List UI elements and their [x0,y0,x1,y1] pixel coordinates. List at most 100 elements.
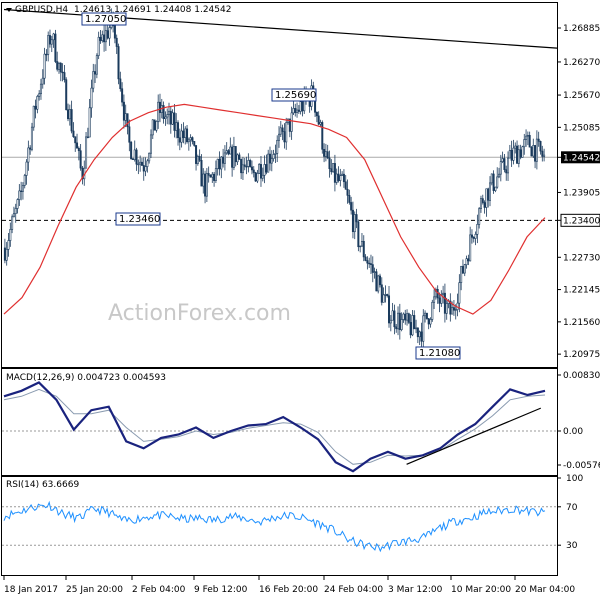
candle [492,170,495,194]
candle [463,263,466,277]
price-point-label: 1.21080 [415,346,461,360]
candle [27,140,30,171]
candle [344,174,347,190]
candle [279,120,282,138]
candle [72,122,75,138]
candle [481,194,484,205]
candle [494,186,497,193]
candle [449,293,452,322]
candle [7,233,10,257]
candle [3,238,6,264]
candle [256,169,259,184]
candle [121,82,124,107]
candle [229,137,232,155]
candle [377,274,380,294]
candle [525,129,528,147]
candle [353,211,356,240]
candle [211,171,214,183]
price-tick-label: 1.20975 [563,350,600,360]
candle [416,327,419,344]
candle [368,257,371,268]
candle [16,198,19,214]
candle [166,108,169,125]
price-point-label: 1.27050 [81,12,127,26]
rsi-title: RSI(14) 63.6669 [6,480,79,490]
candle [476,214,479,244]
support-price-label: 1.23400 [563,216,600,226]
candle [431,299,434,322]
candle [411,309,414,337]
candle [115,34,118,54]
candle [153,119,156,131]
macd-layer [2,381,557,473]
candle [270,150,273,172]
candle [526,131,529,146]
candle [357,219,360,252]
candle [274,144,277,164]
candle [241,156,244,181]
rsi-layer [2,500,557,553]
candle [407,312,410,325]
candle [202,168,205,194]
candle [389,315,392,332]
candle [52,32,55,48]
axis-layer: 1.26885 1.26270 1.25670 1.25085 1.24542 1.239… [3,24,600,595]
candle [398,303,401,340]
candle [276,135,279,163]
candle [267,149,270,173]
candle [288,118,291,138]
candle [360,232,363,247]
candle [187,137,190,151]
candle [124,104,127,128]
candle [335,168,338,185]
candle [43,47,46,85]
candle [478,207,481,229]
candle [180,123,183,148]
candle [508,144,511,159]
candle [243,157,246,171]
candle [362,235,365,262]
candle [130,140,133,160]
candle [378,273,381,288]
candle [375,268,378,292]
candle [97,31,100,60]
candle [406,309,409,326]
candle [490,173,493,186]
candle [11,214,14,234]
candle [218,151,221,176]
candle [350,196,353,215]
candle [324,143,327,162]
candle [543,148,546,162]
candle [294,103,297,117]
support-price-box [560,213,600,227]
candle [364,254,367,262]
candle [149,129,152,158]
candle [488,176,491,207]
candle [198,149,201,163]
candle [332,163,335,173]
candle [297,105,300,114]
candle [346,179,349,204]
candle [339,168,342,187]
candle [328,150,331,178]
candle [222,148,225,168]
candle [90,79,93,118]
candle [470,229,473,244]
candle [348,189,351,205]
price-tick-label: 1.26885 [563,24,600,34]
dropdown-triangle-icon[interactable] [6,8,12,12]
price-tick-label: 1.22145 [563,286,600,296]
candle [409,314,412,339]
macd-trendline [406,407,542,465]
candle [32,105,35,131]
candle [259,156,262,187]
candle [413,310,416,330]
candle [465,255,468,269]
candle [341,171,344,176]
candle [442,285,445,304]
candle [285,117,288,150]
candle [483,200,486,214]
candle [445,297,448,320]
candle [200,154,203,187]
candle [388,285,391,328]
